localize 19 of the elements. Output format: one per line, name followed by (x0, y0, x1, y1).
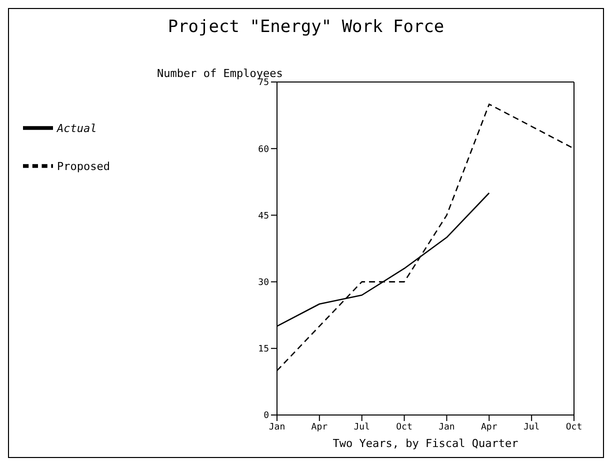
y-tick-label: 0 (264, 411, 269, 422)
x-tick-label: Jan (268, 422, 286, 432)
x-tick-label: Jan (438, 422, 455, 432)
x-tick-label: Oct (396, 422, 412, 432)
x-tick-label: Oct (566, 422, 582, 432)
x-tick-label: Apr (481, 422, 498, 432)
y-tick-label: 75 (258, 78, 269, 88)
x-tick-label: Jul (354, 422, 370, 432)
y-tick-label: 15 (258, 344, 269, 355)
chart-title: Project "Energy" Work Force (166, 17, 446, 37)
y-axis-title: Number of Employees (157, 67, 283, 80)
y-tick-label: 30 (258, 278, 269, 288)
x-tick-label: Apr (311, 422, 328, 432)
y-tick-label: 60 (258, 144, 269, 155)
x-tick-label: Jul (523, 422, 540, 432)
legend-label: Proposed (57, 160, 110, 173)
y-tick-label: 45 (258, 211, 269, 222)
legend-label: Actual (57, 122, 97, 135)
x-axis-title: Two Years, by Fiscal Quarter (332, 437, 519, 450)
